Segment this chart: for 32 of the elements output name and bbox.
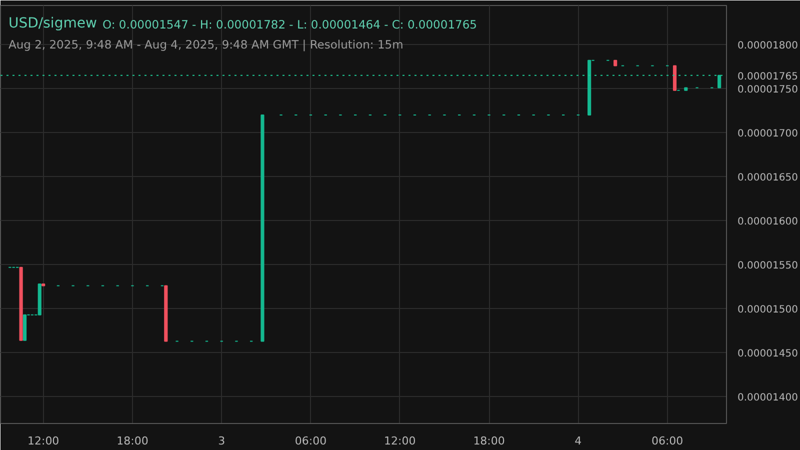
x-tick-label: 4 <box>574 434 582 448</box>
candlestick <box>164 285 168 342</box>
y-tick-label: 0.00001650 <box>738 172 798 184</box>
y-tick-label: 0.00001600 <box>738 216 798 228</box>
x-tick-label: 12:00 <box>384 434 416 448</box>
x-tick-label: 18:00 <box>116 434 148 448</box>
y-tick-label: 0.00001450 <box>738 348 798 360</box>
text: USD/sigmew <box>8 16 97 32</box>
candlestick <box>260 114 264 342</box>
ref-line-label: 0.00001765 <box>738 71 798 82</box>
x-tick-label: 3 <box>218 434 226 448</box>
y-tick-label: 0.00001800 <box>738 40 798 52</box>
annotation: O: 0.00001547 - H: 0.00001782 - L: 0.00001464 - C: 0.00001765 <box>102 18 477 32</box>
y-tick-label: 0.00001550 <box>738 260 798 272</box>
y-tick-label: 0.00001500 <box>738 304 798 316</box>
x-tick-label: 06:00 <box>651 434 684 448</box>
x-tick-label: 06:00 <box>294 434 327 448</box>
candlestick <box>19 266 23 341</box>
candlestick <box>672 65 677 91</box>
candlestick <box>718 74 722 88</box>
y-tick-label: 0.00001700 <box>738 128 798 140</box>
y-tick-label: 0.00001400 <box>738 392 798 404</box>
y-tick-label: 0.00001750 <box>738 84 798 96</box>
text: Aug 2, 2025, 9:48 AM - Aug 4, 2025, 9:48 AM GMT | Resolution: 15m <box>8 38 404 52</box>
candlestick <box>38 284 42 316</box>
candlestick <box>684 87 688 91</box>
x-tick-label: 12:00 <box>27 434 60 448</box>
candlestick <box>22 314 27 341</box>
candlestick <box>614 60 618 66</box>
candlestick <box>588 60 592 116</box>
x-tick-label: 18:00 <box>473 434 505 448</box>
candlestick <box>42 284 46 286</box>
